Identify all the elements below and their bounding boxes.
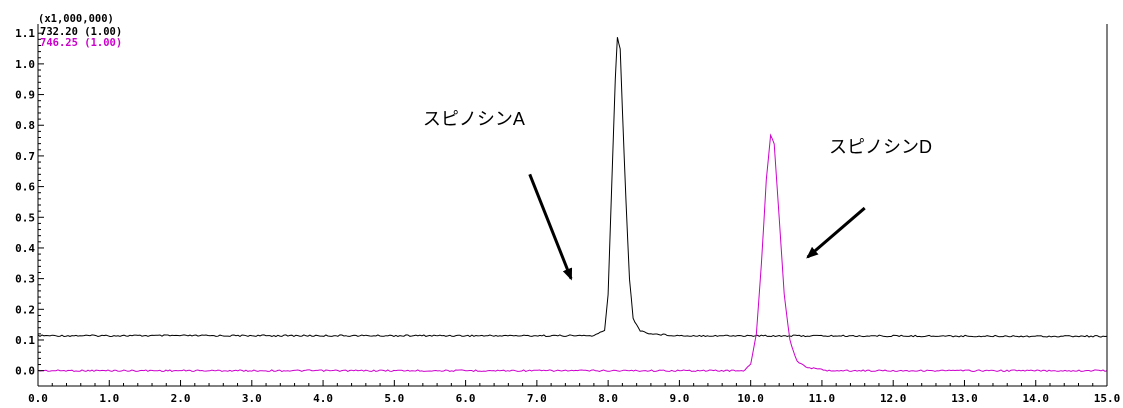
x-tick-label: 3.0 (242, 392, 262, 405)
x-tick-label: 9.0 (669, 392, 689, 405)
annotation-arrow-1 (528, 173, 573, 281)
y-tick-label: 0.3 (15, 273, 35, 286)
annotation-label-2: スピノシンD (829, 137, 932, 157)
x-tick-label: 12.0 (880, 392, 907, 405)
labels-layer: (x1,000,000) 0.0 1.0 2.0 3.0 4.0 5.0 6.0 7.0 8.0… (15, 13, 1120, 405)
x-tick-label: 13.0 (951, 392, 978, 405)
x-tick-label: 1.0 (99, 392, 119, 405)
legend: 732.20 (1.00)746.25 (1.00) (40, 26, 122, 49)
x-tick-label: 14.0 (1022, 392, 1049, 405)
x-tick-label: 2.0 (171, 392, 191, 405)
y-tick-label: 0.0 (15, 365, 35, 378)
y-tick-label: 0.9 (15, 89, 35, 102)
x-tick-label: 8.0 (598, 392, 618, 405)
y-tick-label: 1.0 (15, 58, 35, 71)
axes-layer (37, 24, 1108, 387)
x-tick-label: 10.0 (737, 392, 764, 405)
y-tick-label: 0.6 (15, 181, 35, 194)
annotation-arrow-2 (806, 206, 866, 259)
x-tick-label: 6.0 (456, 392, 476, 405)
y-tick-label: 0.8 (15, 119, 35, 132)
x-tick-label: 4.0 (313, 392, 333, 405)
y-scale-label: (x1,000,000) (38, 13, 114, 25)
y-tick-label: 0.2 (15, 303, 35, 316)
annotation-label-1: スピノシンA (423, 109, 525, 129)
x-tick-label: 7.0 (527, 392, 547, 405)
series-line-2 (37, 133, 1108, 373)
y-tick-label: 0.4 (15, 242, 35, 255)
y-tick-label: 0.7 (15, 150, 35, 163)
series-layer (37, 37, 1108, 373)
series-line-1 (37, 37, 1108, 338)
y-tick-label: 0.1 (15, 334, 35, 347)
y-tick-label: 0.5 (15, 211, 35, 224)
x-tick-label: 5.0 (384, 392, 404, 405)
legend-entry-1: 732.20 (1.00) (40, 26, 122, 38)
y-tick-label: 1.1 (15, 27, 35, 40)
x-tick-label: 15.0 (1094, 392, 1121, 405)
legend-entry-2: 746.25 (1.00) (40, 37, 122, 49)
annotations-layer: スピノシンA スピノシンD (423, 109, 932, 281)
x-tick-label: 11.0 (809, 392, 836, 405)
x-tick-label: 0.0 (28, 392, 48, 405)
